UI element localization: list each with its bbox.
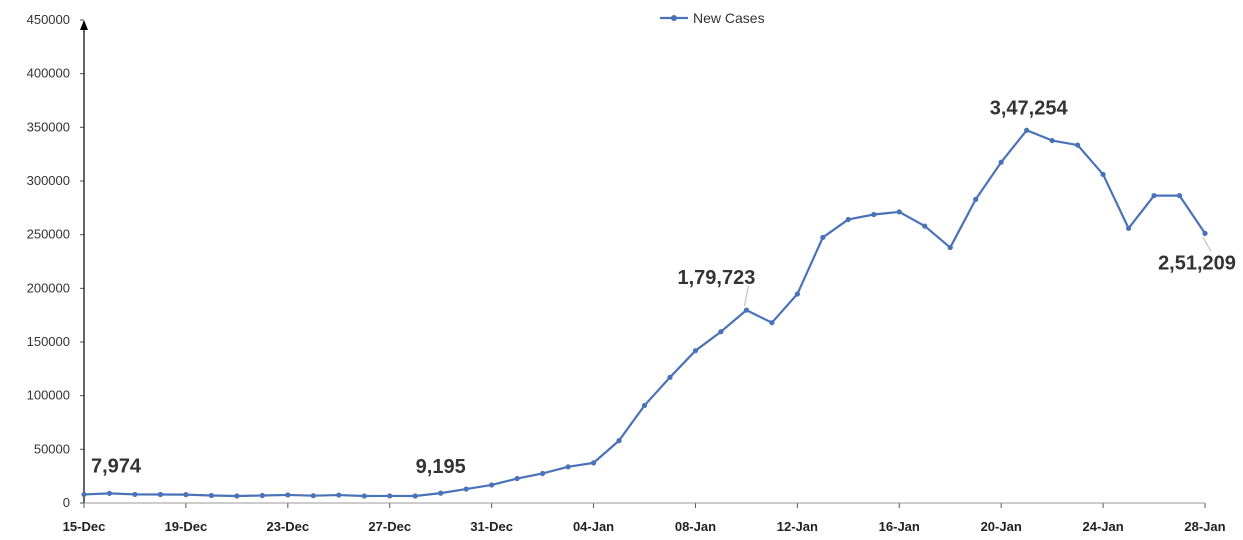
series-layer: [81, 127, 1208, 499]
legend-label: New Cases: [693, 10, 765, 26]
x-tick-label: 24-Jan: [1082, 519, 1123, 534]
data-label-29-dec: 9,195: [416, 456, 466, 478]
annotation-connector: [743, 285, 749, 307]
data-point: [922, 223, 928, 229]
y-tick-label: 200000: [27, 280, 70, 295]
axes: [80, 20, 1205, 504]
data-point: [1202, 230, 1208, 236]
legend: New Cases: [660, 10, 765, 26]
data-point: [208, 492, 214, 499]
data-point: [106, 490, 113, 496]
data-label-21-jan: 3,47,254: [990, 97, 1069, 119]
y-tick-label: 150000: [27, 334, 70, 349]
data-point: [1125, 225, 1132, 231]
y-tick-label: 250000: [27, 227, 70, 242]
x-tick-label: 31-Dec: [470, 519, 513, 534]
data-point: [947, 244, 953, 251]
data-point: [514, 475, 520, 482]
data-point: [1075, 142, 1081, 148]
y-tick-label: 350000: [27, 119, 70, 134]
data-point: [539, 470, 546, 477]
data-point: [718, 329, 724, 335]
data-label-15-dec: 7,974: [91, 455, 142, 477]
data-point: [641, 402, 648, 409]
data-point: [1151, 192, 1157, 199]
data-point: [1100, 171, 1106, 178]
data-point: [794, 291, 800, 297]
annotation-connectors: [743, 237, 1212, 307]
data-point: [1024, 127, 1030, 133]
data-point: [157, 491, 164, 498]
data-point: [489, 482, 495, 488]
y-tick-label: 0: [63, 495, 70, 510]
data-point: [310, 493, 316, 499]
y-tick-label: 100000: [27, 388, 70, 403]
annotation-layer: 7,974 9,195 1,79,723 3,47,254 2,51,209: [91, 97, 1236, 478]
data-point: [565, 464, 571, 470]
data-point: [896, 209, 902, 215]
data-point: [285, 492, 291, 498]
data-label-28-jan: 2,51,209: [1158, 252, 1236, 274]
legend-swatch-marker: [671, 15, 677, 21]
y-tick-label: 450000: [27, 12, 70, 27]
annotation-connector: [1202, 237, 1212, 252]
data-point: [1049, 137, 1055, 144]
x-tick-label: 20-Jan: [981, 519, 1022, 534]
data-label-10-jan: 1,79,723: [677, 267, 755, 289]
data-point: [336, 492, 342, 498]
data-point: [590, 460, 597, 466]
x-tick-label: 04-Jan: [573, 519, 614, 534]
x-tick-label: 27-Dec: [368, 519, 411, 534]
data-point: [183, 492, 189, 498]
data-point: [667, 374, 673, 380]
y-axis-ticks: 0 50000 100000 150000 200000 250000 300000 3500…: [27, 12, 84, 510]
y-tick-label: 50000: [34, 441, 70, 456]
data-point: [438, 490, 444, 496]
x-tick-label: 16-Jan: [879, 519, 920, 534]
y-axis-arrow: [80, 20, 88, 30]
series-line-new-cases: [83, 129, 1206, 498]
y-tick-label: 300000: [27, 173, 70, 188]
data-point: [361, 493, 367, 499]
data-point: [973, 196, 979, 202]
data-point: [871, 211, 877, 218]
data-point: [820, 234, 826, 241]
x-tick-label: 23-Dec: [266, 519, 309, 534]
data-point: [81, 491, 87, 498]
data-point: [743, 307, 750, 313]
x-tick-label: 12-Jan: [777, 519, 818, 534]
y-tick-label: 400000: [27, 66, 70, 81]
data-point: [769, 320, 775, 326]
data-point: [259, 492, 265, 499]
data-point: [845, 216, 851, 223]
x-tick-label: 19-Dec: [165, 519, 208, 534]
data-point: [1176, 192, 1183, 199]
data-point: [132, 491, 138, 498]
data-point: [616, 438, 622, 444]
x-tick-label: 15-Dec: [63, 519, 106, 534]
data-point: [387, 493, 393, 499]
data-point: [998, 159, 1004, 165]
data-point: [234, 493, 240, 499]
x-axis-ticks: 15-Dec 19-Dec 23-Dec 27-Dec 31-Dec 04-Jan 08-J…: [63, 503, 1226, 534]
x-tick-label: 28-Jan: [1184, 519, 1225, 534]
data-point: [412, 493, 418, 499]
data-point: [463, 486, 469, 492]
x-tick-label: 08-Jan: [675, 519, 716, 534]
data-point: [692, 348, 699, 354]
